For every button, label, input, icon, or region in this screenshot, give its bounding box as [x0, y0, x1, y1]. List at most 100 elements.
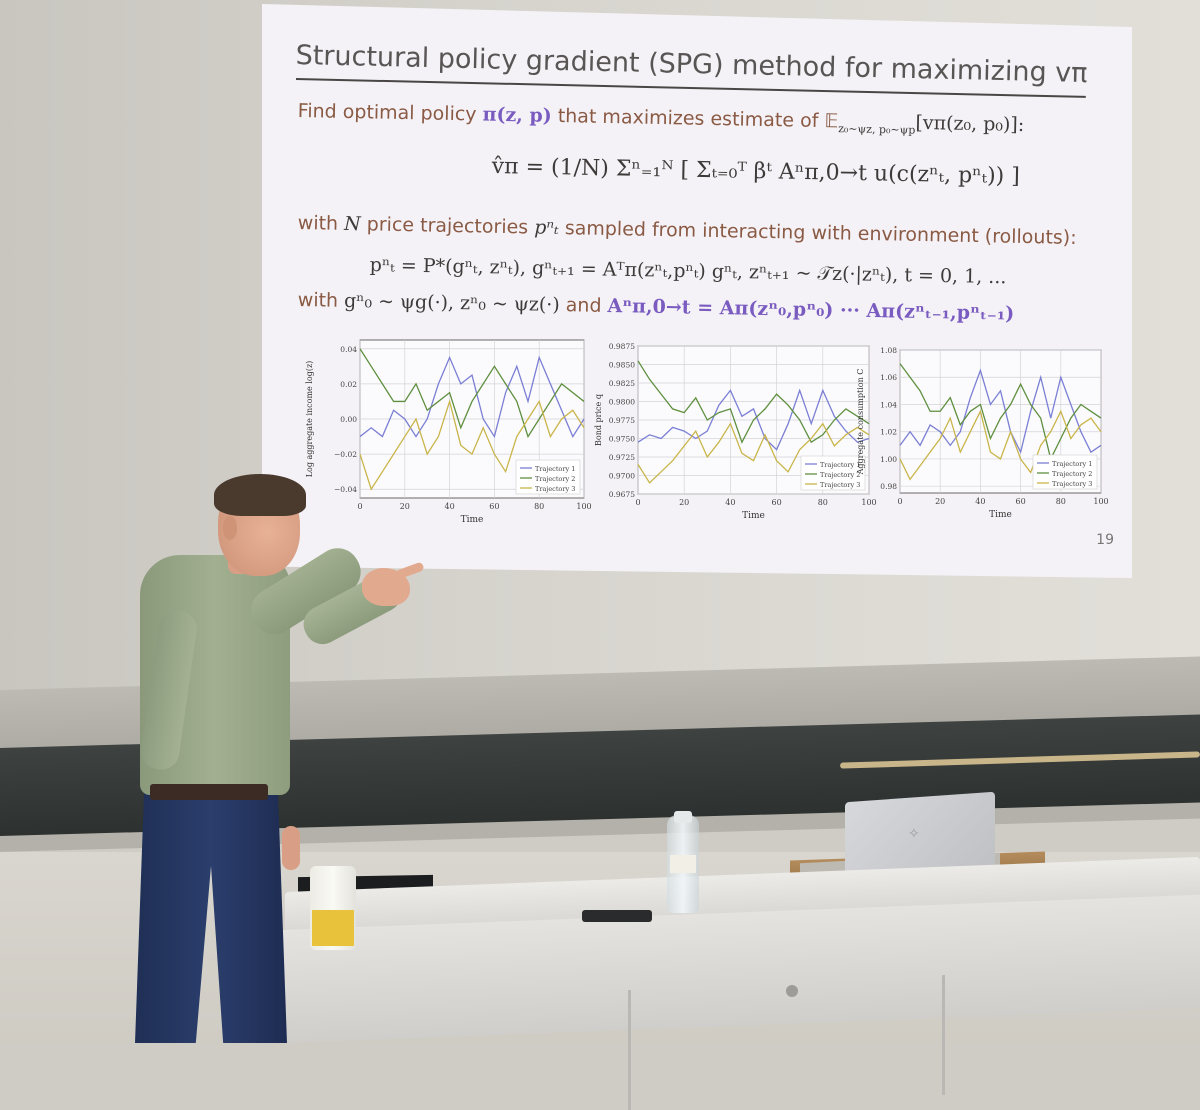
y-tick-label: 0.9800	[609, 398, 635, 407]
y-tick-label: 1.04	[880, 400, 897, 409]
laptop-logo-icon: ✧	[908, 826, 920, 842]
legend-label: Trajectory 1	[820, 461, 860, 469]
presenter-ear	[223, 516, 237, 540]
math-initial-dist: gⁿ₀ ~ ψg(·), zⁿ₀ ~ ψz(·)	[343, 289, 560, 317]
bottle-label	[670, 855, 696, 873]
legend-label: Trajectory 2	[1052, 470, 1092, 478]
x-tick-label: 0	[635, 498, 640, 507]
x-tick-label: 100	[576, 502, 591, 511]
desk-lock-icon	[786, 985, 798, 997]
slide-line-trajectories: with N price trajectories pⁿₜ sampled fr…	[298, 212, 1077, 249]
y-tick-label: 0.04	[340, 345, 357, 354]
y-axis-label: Aggregate consumption C	[856, 369, 865, 476]
y-tick-label: −0.02	[334, 450, 357, 459]
phone-icon	[582, 910, 652, 922]
math-policy: π(z, p)	[482, 103, 552, 127]
slide-line-initial: with gⁿ₀ ~ ψg(·), zⁿ₀ ~ ψz(·) and Aⁿπ,0→…	[298, 289, 1015, 325]
y-tick-label: 0.00	[340, 415, 357, 424]
x-tick-label: 20	[935, 497, 945, 506]
x-tick-label: 60	[772, 498, 782, 507]
wipes-container-band	[312, 910, 354, 946]
slide-line-objective: Find optimal policy π(z, p) that maximiz…	[298, 100, 1025, 139]
projected-slide: Structural policy gradient (SPG) method …	[262, 4, 1132, 578]
series-line-trajectory-1	[637, 388, 870, 451]
x-tick-label: 40	[725, 498, 735, 507]
x-tick-label: 80	[818, 498, 828, 507]
chart-consumption-svg: 0 20 40 60 80 100 0.98 1.00 1.02 1.04 1.06 1.08 Time…	[856, 346, 1109, 520]
slide-number: 19	[1096, 532, 1114, 548]
x-axis-label: Time	[461, 515, 484, 525]
series-line-trajectory-2	[359, 348, 585, 439]
x-tick-label: 60	[1016, 497, 1026, 506]
text-price-trajectories: price trajectories	[360, 213, 535, 239]
x-tick-label: 20	[400, 502, 410, 511]
math-value-function: [vπ(z₀, p₀)]:	[915, 111, 1025, 136]
series-line-trajectory-3	[359, 399, 585, 491]
x-tick-label: 80	[1056, 497, 1066, 506]
bottle-cap	[674, 811, 692, 823]
y-tick-label: 1.02	[880, 428, 897, 437]
legend-label: Trajectory 1	[1052, 460, 1092, 468]
x-tick-label: 40	[445, 502, 455, 511]
math-price: pⁿₜ	[534, 216, 559, 240]
y-tick-label: −0.04	[334, 485, 357, 494]
presenter-hair	[214, 474, 306, 516]
math-expectation-subscript: z₀~ψz, p₀~ψp	[838, 122, 916, 137]
x-tick-label: 40	[975, 497, 985, 506]
legend-label: Trajectory 2	[820, 471, 860, 479]
x-axis-label: Time	[742, 511, 765, 521]
chart-consumption: 0 20 40 60 80 100 0.98 1.00 1.02 1.04 1.06 1.08 Time…	[854, 344, 1109, 529]
x-tick-label: 60	[489, 502, 499, 511]
presenter-left-hand	[282, 826, 300, 870]
text-maximizes: that maximizes estimate of 𝔼	[551, 104, 839, 133]
legend-label: Trajectory 3	[1052, 480, 1092, 488]
x-tick-label: 80	[534, 502, 544, 511]
y-tick-label: 0.9700	[609, 472, 635, 481]
y-tick-label: 1.00	[880, 455, 897, 464]
y-tick-label: 1.08	[880, 346, 897, 355]
chart-bond-price-svg: 0 20 40 60 80 100 0.9675 0.9700 0.9725 0.9750 0.97…	[594, 342, 877, 521]
y-tick-label: 0.9775	[609, 416, 635, 425]
x-tick-label: 0	[897, 497, 902, 506]
chart-log-income-svg: 0 20 40 60 80 100 −0.04 −0.02 0.00 0.02 0.04 Time Lo…	[305, 339, 592, 525]
math-n: N	[343, 212, 361, 236]
slide-equation-dynamics: pⁿₜ = P*(gⁿₜ, zⁿₜ), gⁿₜ₊₁ = Aᵀπ(zⁿₜ,pⁿₜ)…	[369, 254, 1007, 289]
legend-label: Trajectory 3	[535, 485, 575, 493]
series-line-trajectory-1	[359, 355, 585, 439]
desk-panel-divider	[942, 975, 945, 1095]
math-transition-product: Aⁿπ,0→t = Aπ(zⁿ₀,pⁿ₀) ··· Aπ(zⁿₜ₋₁,pⁿₜ₋₁…	[607, 294, 1015, 325]
slide-equation-estimate: v̂π = (1/N) Σⁿ₌₁ᴺ [ Σₜ₌₀ᵀ βᵗ Aⁿπ,0→t u(c…	[491, 154, 1021, 190]
series-line-trajectory-3	[637, 422, 870, 484]
chart-log-income: 0 20 40 60 80 100 −0.04 −0.02 0.00 0.02 0.04 Time Lo…	[302, 334, 592, 534]
chart-bond-price: 0 20 40 60 80 100 0.9675 0.9700 0.9725 0.9750 0.97…	[592, 340, 877, 530]
y-axis-label: Log aggregate income log(z)	[305, 361, 314, 478]
y-tick-label: 1.06	[880, 373, 897, 382]
text-with-2: with	[297, 289, 345, 312]
y-tick-label: 0.9725	[609, 453, 635, 462]
series-line-trajectory-3	[899, 409, 1102, 481]
y-tick-label: 0.02	[340, 380, 357, 389]
desk-panel-divider	[628, 990, 631, 1110]
y-tick-label: 0.9850	[609, 361, 635, 370]
series-line-trajectory-2	[637, 360, 870, 444]
text-find-policy: Find optimal policy	[297, 100, 483, 126]
text-and: and	[559, 294, 608, 317]
legend-label: Trajectory 1	[535, 465, 575, 473]
x-axis-label: Time	[989, 510, 1012, 520]
y-tick-label: 0.98	[880, 482, 897, 491]
text-with: with	[297, 212, 345, 235]
x-tick-label: 20	[679, 498, 689, 507]
legend-label: Trajectory 3	[820, 481, 860, 489]
x-tick-label: 100	[861, 498, 876, 507]
y-tick-label: 0.9825	[609, 379, 635, 388]
y-tick-label: 0.9675	[609, 490, 635, 499]
presenter-belt	[150, 784, 268, 800]
y-tick-label: 0.9875	[609, 342, 635, 351]
series-line-trajectory-2	[899, 363, 1102, 461]
series-line-trajectory-1	[899, 368, 1102, 455]
text-rollouts: sampled from interacting with environmen…	[558, 217, 1077, 249]
x-tick-label: 100	[1093, 497, 1108, 506]
y-axis-label: Bond price q	[594, 394, 603, 446]
x-tick-label: 0	[357, 502, 362, 511]
y-tick-label: 0.9750	[609, 435, 635, 444]
